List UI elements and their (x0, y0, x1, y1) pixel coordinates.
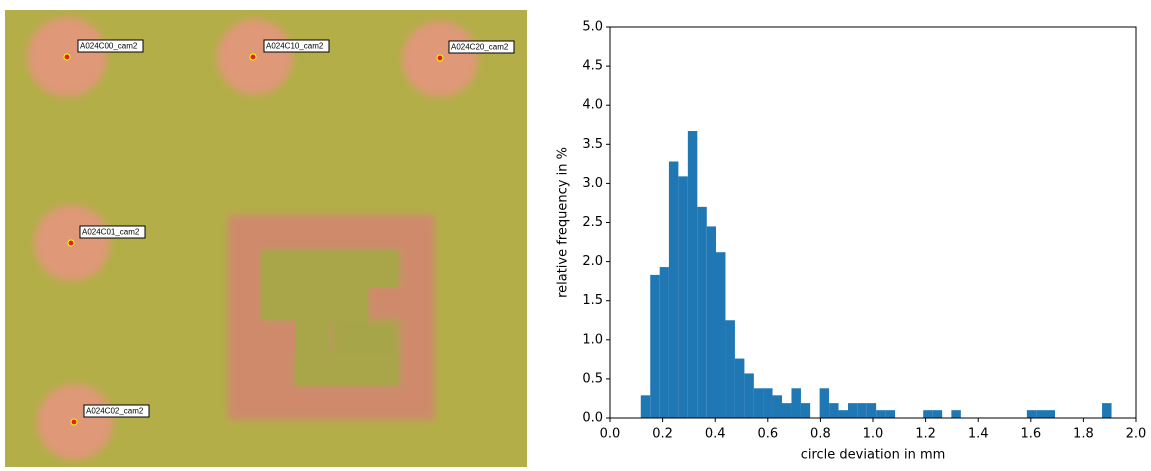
bar (707, 226, 716, 418)
bar (876, 410, 885, 418)
photo-label: A024C20_cam2 (451, 43, 509, 52)
bar (933, 410, 942, 418)
bar (820, 388, 829, 418)
bar (735, 359, 744, 418)
x-tick-label: 1.2 (915, 427, 936, 442)
y-tick-label: 4.0 (582, 98, 603, 113)
bar (650, 275, 659, 418)
bar (829, 403, 838, 418)
x-tick-label: 0.8 (810, 427, 831, 442)
y-tick-label: 5.0 (582, 20, 603, 35)
bar (1036, 410, 1045, 418)
y-tick-label: 1.5 (582, 293, 603, 308)
bar (1046, 410, 1055, 418)
photo-label: A024C02_cam2 (86, 407, 144, 416)
bar (1027, 410, 1036, 418)
y-axis-label: relative frequency in % (556, 147, 571, 298)
photo-label: A024C01_cam2 (82, 228, 140, 237)
bar (678, 176, 687, 418)
x-axis-label: circle deviation in mm (801, 448, 946, 463)
bar (697, 207, 706, 418)
bar (688, 131, 697, 418)
bar (923, 410, 932, 418)
bar (763, 388, 772, 418)
bar (848, 403, 857, 418)
photo-label: A024C10_cam2 (266, 42, 324, 51)
x-tick-label: 0.2 (652, 427, 673, 442)
y-tick-label: 1.0 (582, 332, 603, 347)
bar (773, 395, 782, 418)
x-tick-label: 0.6 (757, 427, 778, 442)
y-tick-label: 3.5 (582, 137, 603, 152)
x-tick-label: 0.0 (600, 427, 621, 442)
bar (1102, 403, 1111, 418)
x-tick-label: 1.0 (863, 427, 884, 442)
bar (716, 252, 725, 418)
x-tick-label: 1.4 (968, 427, 989, 442)
x-tick-label: 0.4 (705, 427, 726, 442)
y-tick-label: 2.5 (582, 215, 603, 230)
bar (886, 410, 895, 418)
bar (801, 403, 810, 418)
bar (782, 403, 791, 418)
bar (951, 410, 960, 418)
y-tick-label: 3.0 (582, 176, 603, 191)
page: A024C00_cam2 A024C10_cam2 A024C20_cam2 A024… (0, 0, 1151, 467)
bar (641, 395, 650, 418)
x-tick-label: 2.0 (1126, 427, 1147, 442)
bar (725, 320, 734, 418)
bar (754, 388, 763, 418)
y-tick-label: 0.5 (582, 371, 603, 386)
x-tick-label: 1.6 (1020, 427, 1041, 442)
bar (669, 162, 678, 418)
bar (660, 267, 669, 418)
photo-label: A024C00_cam2 (80, 42, 138, 51)
bar (867, 403, 876, 418)
y-tick-label: 2.0 (582, 254, 603, 269)
bar (744, 373, 753, 418)
y-tick-label: 0.0 (582, 411, 603, 426)
bar (857, 403, 866, 418)
x-tick-label: 1.8 (1073, 427, 1094, 442)
bar (791, 388, 800, 418)
bar (839, 410, 848, 418)
y-tick-label: 4.5 (582, 59, 603, 74)
